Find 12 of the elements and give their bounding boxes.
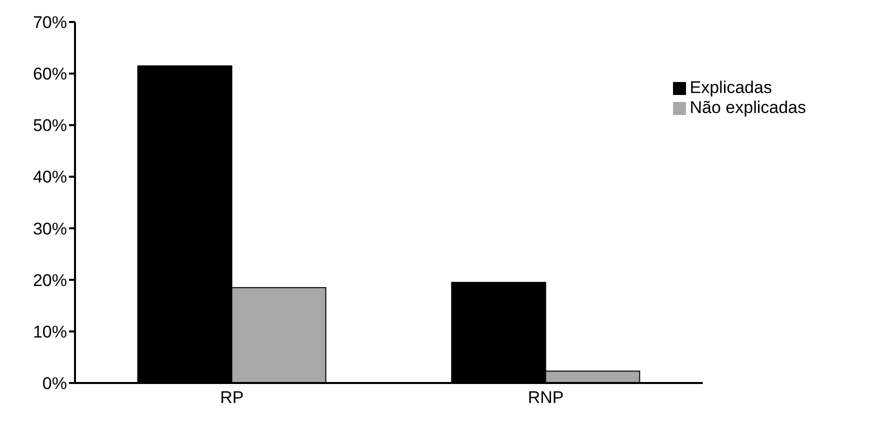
y-tick-label: 20% xyxy=(32,270,67,290)
y-tick-label: 70% xyxy=(32,13,67,32)
x-tick-label: RP xyxy=(220,388,244,408)
x-tick-label: RNP xyxy=(528,388,564,408)
y-tick-label: 60% xyxy=(32,64,67,84)
y-tick-label: 40% xyxy=(32,168,67,187)
y-tick-label: 10% xyxy=(32,322,67,342)
legend-label: Não explicadas xyxy=(690,98,806,117)
y-tick-label: 50% xyxy=(32,116,67,136)
legend-label: Explicadas xyxy=(690,78,772,97)
y-tick-label: 30% xyxy=(32,219,67,238)
y-tick-label: 0% xyxy=(42,374,67,394)
